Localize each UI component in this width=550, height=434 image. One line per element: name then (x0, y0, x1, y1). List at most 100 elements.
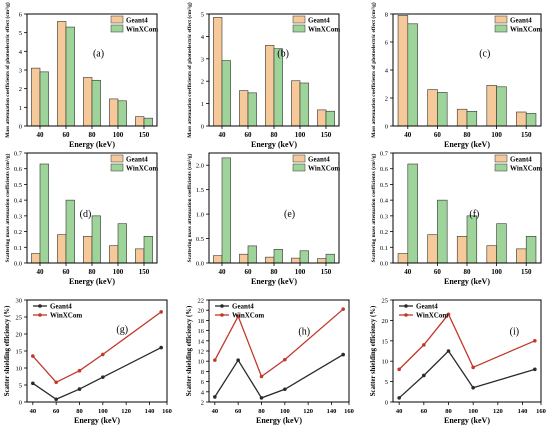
geant4-bar (317, 109, 327, 127)
chart-panel-g: 0 5 10 15 20 25 30 40 60 80 100 120 140 160 Geant4WinX… (4, 298, 172, 426)
y-tick-label: 5 (385, 379, 388, 386)
y-axis-title: Scatter shielding efficiency (%) (4, 306, 11, 397)
legend-marker (38, 304, 42, 308)
x-tick-label: 60 (434, 131, 442, 139)
panel-label: (h) (298, 327, 310, 338)
y-tick-label: 25 (382, 298, 389, 305)
x-tick-label: 140 (327, 408, 337, 415)
winxcom-bar (437, 92, 448, 127)
x-tick-label: 100 (491, 268, 502, 276)
x-tick-label: 60 (245, 131, 253, 139)
geant4-point (422, 373, 426, 378)
x-tick-label: 100 (468, 408, 478, 415)
x-axis-title: Energy (keV) (69, 140, 115, 149)
y-tick-label: 1.0 (196, 212, 204, 219)
panel-label: (b) (277, 49, 289, 60)
y-tick-label: 5 (19, 383, 22, 390)
legend-marker (404, 313, 408, 317)
y-tick-label: 0.4 (14, 198, 23, 205)
y-tick-label: 0.5 (14, 182, 22, 189)
legend-label: WinXCom (308, 26, 340, 34)
x-tick-label: 80 (445, 408, 452, 415)
winxcom-bar (273, 48, 283, 127)
x-tick-label: 150 (521, 131, 532, 139)
winxcom-point (422, 343, 426, 347)
winxcom-series-line (398, 313, 536, 370)
x-tick-label: 40 (30, 408, 37, 415)
legend-label: WinXCom (50, 312, 82, 320)
y-tick-label: 10 (198, 359, 205, 366)
winxcom-bar (496, 223, 507, 264)
x-tick-label: 100 (295, 131, 306, 139)
legend-label: Geant4 (126, 156, 148, 164)
winxcom-point (31, 354, 35, 358)
y-tick-label: 0.1 (14, 245, 22, 252)
y-tick-label: 1 (19, 105, 22, 112)
x-tick-label: 60 (63, 131, 71, 139)
geant4-point (159, 345, 163, 350)
x-tick-label: 60 (63, 268, 71, 276)
x-tick-label: 140 (145, 408, 155, 415)
geant4-point (341, 352, 345, 357)
x-tick-label: 120 (121, 408, 131, 415)
y-axis-title: Scatter shielding efficiency (%) (370, 306, 377, 397)
x-tick-label: 60 (245, 268, 253, 276)
y-tick-label: 0 (385, 400, 388, 407)
x-tick-label: 40 (219, 131, 227, 139)
legend-swatch (110, 163, 124, 172)
winxcom-point (341, 307, 345, 311)
chart-panel-f: 0.0 0.1 0.2 0.3 0.4 0.5 0.6 0.7 40 60 80 100 150 Gean… (370, 151, 542, 287)
y-tick-label: 0.3 (14, 213, 22, 220)
geant4-bar (291, 257, 301, 264)
winxcom-bar (299, 250, 309, 264)
legend-label: Geant4 (308, 156, 330, 164)
legend-label: Geant4 (510, 17, 532, 25)
geant4-bar (456, 235, 468, 264)
legend-label: WinXCom (126, 165, 158, 173)
x-tick-label: 40 (396, 408, 403, 415)
winxcom-point (446, 312, 451, 317)
plot-frame (392, 13, 542, 127)
winxcom-series-line (32, 311, 162, 384)
geant4-bar (265, 45, 275, 127)
y-tick-label: 8 (385, 12, 388, 19)
chart-panel-h: 2 4 6 8 10 12 14 16 18 20 22 40 60 80 100 120 140 160 Gean… (186, 298, 354, 426)
x-axis-title: Energy (keV) (69, 277, 115, 286)
winxcom-bar (466, 111, 478, 127)
x-tick-label: 40 (37, 268, 45, 276)
y-tick-label: 15 (382, 338, 389, 345)
y-tick-label: 5 (19, 30, 22, 37)
winxcom-point (471, 365, 475, 370)
winxcom-bar (39, 163, 49, 264)
x-tick-label: 120 (493, 408, 503, 415)
y-axis-title: Mass attenuation coefficients of photoel… (4, 2, 11, 138)
geant4-series-line (398, 349, 536, 399)
y-tick-label: 20 (16, 332, 23, 339)
winxcom-bar (117, 100, 127, 127)
geant4-bar (213, 255, 223, 264)
x-axis-title: Energy (keV) (251, 277, 297, 286)
y-tick-label: 4 (201, 34, 205, 41)
geant4-series-line (214, 354, 344, 399)
winxcom-point (259, 374, 264, 379)
geant4-bar (83, 235, 93, 264)
y-tick-label: 1.5 (196, 187, 204, 194)
y-tick-label: 0.3 (380, 213, 388, 220)
x-axis-title: Energy (keV) (444, 140, 490, 149)
geant4-bar (427, 89, 438, 127)
y-axis-title: Mass attenuation coefficients of photoel… (370, 2, 377, 138)
y-tick-label: 8 (201, 369, 204, 376)
x-tick-label: 100 (113, 268, 124, 276)
y-tick-label: 0.0 (196, 261, 204, 268)
winxcom-bar (65, 199, 75, 264)
geant4-bar (57, 21, 67, 127)
panel-label: (c) (479, 49, 490, 60)
legend-swatch (292, 24, 306, 33)
geant4-point (236, 358, 240, 362)
